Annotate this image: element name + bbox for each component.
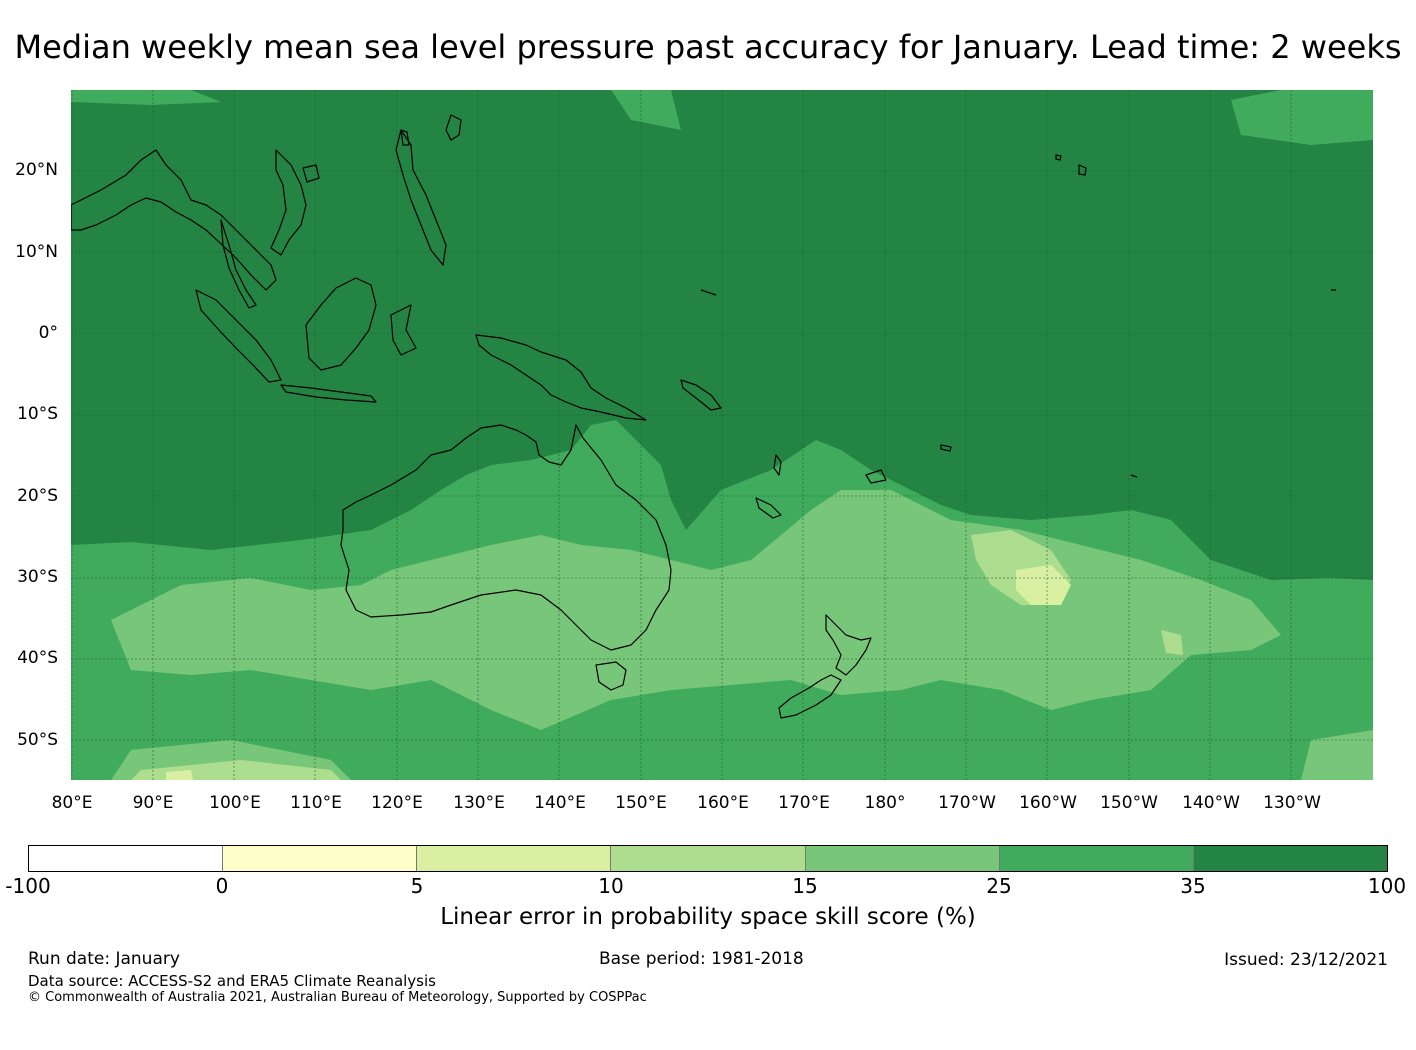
lon-label-130e: 130°E (453, 793, 505, 813)
lon-label-120e: 120°E (371, 793, 423, 813)
lat-label-40s: 40°S (17, 648, 58, 668)
lat-label-10n: 10°N (15, 242, 58, 262)
colorbar-tick-0: 0 (215, 874, 229, 898)
colorbar-tick-10: 10 (598, 874, 624, 898)
lon-label-100e: 100°E (209, 793, 261, 813)
colorbar-seg-10-15 (611, 846, 806, 871)
lat-label-10s: 10°S (17, 404, 58, 424)
colorbar-seg-35-100 (1193, 846, 1387, 871)
colorbar-seg-neg100-0 (29, 846, 224, 871)
borneo-coast (305, 277, 377, 371)
lon-label-110e: 110°E (290, 793, 342, 813)
colorbar-label: Linear error in probability space skill … (440, 904, 976, 930)
lat-label-0: 0° (38, 323, 58, 343)
issued-date: Issued: 23/12/2021 (1224, 950, 1388, 970)
lon-label-140e: 140°E (534, 793, 586, 813)
new-caledonia-coast (755, 497, 782, 519)
fiji-coast (865, 469, 887, 484)
vietnam-coast (270, 149, 307, 256)
map-title: Median weekly mean sea level pressure pa… (14, 28, 1402, 66)
hawaii-coast-2 (1055, 154, 1062, 161)
lon-label-170w: 170°W (938, 793, 996, 813)
lon-label-150w: 150°W (1100, 793, 1158, 813)
taiwan-coast (400, 129, 410, 146)
lon-label-90e: 90°E (132, 793, 174, 813)
colorbar-tick-25: 25 (986, 874, 1012, 898)
colorbar-seg-15-25 (805, 846, 1000, 871)
band-25-35-north (1231, 90, 1373, 145)
australia-coast (340, 424, 672, 651)
data-source: Data source: ACCESS-S2 and ERA5 Climate … (28, 972, 436, 990)
coastlines (71, 114, 1336, 719)
colorbar-tick-100: 100 (1367, 874, 1407, 898)
skill-score-map (71, 90, 1373, 780)
lat-label-20s: 20°S (17, 486, 58, 506)
lat-label-20n: 20°N (15, 160, 58, 180)
copyright: © Commonwealth of Australia 2021, Austra… (28, 990, 647, 1005)
philippines-coast (395, 129, 447, 266)
band-25-35-north-mid (611, 90, 681, 130)
lon-label-160w: 160°W (1019, 793, 1077, 813)
tasmania-coast (595, 661, 627, 691)
lon-label-180: 180° (864, 793, 906, 813)
japan-coast (445, 114, 462, 141)
pacific-islands (700, 289, 1336, 478)
colorbar-seg-25-35 (999, 846, 1194, 871)
run-date: Run date: January (28, 949, 180, 969)
lon-label-170e: 170°E (778, 793, 830, 813)
band-25-35-north-west (71, 90, 221, 105)
java-coast (280, 384, 377, 403)
band-5-10 (1016, 565, 1071, 605)
lon-label-80e: 80°E (51, 793, 93, 813)
lat-label-50s: 50°S (17, 730, 58, 750)
solomon-coast (680, 379, 722, 411)
graticule (71, 90, 1373, 780)
colorbar-tick-15: 15 (792, 874, 818, 898)
base-period: Base period: 1981-2018 (599, 949, 804, 969)
colorbar (28, 845, 1388, 872)
lat-label-30s: 30°S (17, 567, 58, 587)
malay-peninsula-coast (220, 219, 257, 309)
band-15-25-ne (1301, 730, 1373, 780)
colorbar-seg-5-10 (417, 846, 612, 871)
vanuatu-coast (773, 454, 782, 476)
hawaii-coast (1078, 164, 1087, 176)
new-guinea-coast (475, 334, 647, 421)
lon-label-160e: 160°E (697, 793, 749, 813)
hainan-coast (302, 164, 320, 183)
colorbar-tick-neg100: -100 (5, 874, 51, 898)
band-5-10-south (166, 770, 193, 780)
band-10-15-east (1161, 630, 1183, 655)
lon-label-140w: 140°W (1182, 793, 1240, 813)
new-zealand-north-coast (825, 614, 872, 676)
lon-label-150e: 150°E (615, 793, 667, 813)
lon-label-130w: 130°W (1263, 793, 1321, 813)
colorbar-seg-0-5 (223, 846, 418, 871)
sulawesi-coast (390, 304, 417, 356)
colorbar-tick-5: 5 (410, 874, 424, 898)
colorbar-tick-35: 35 (1180, 874, 1206, 898)
new-zealand-south-coast (778, 674, 842, 719)
sumatra-coast (195, 289, 282, 383)
se-asia-coast (71, 149, 277, 291)
